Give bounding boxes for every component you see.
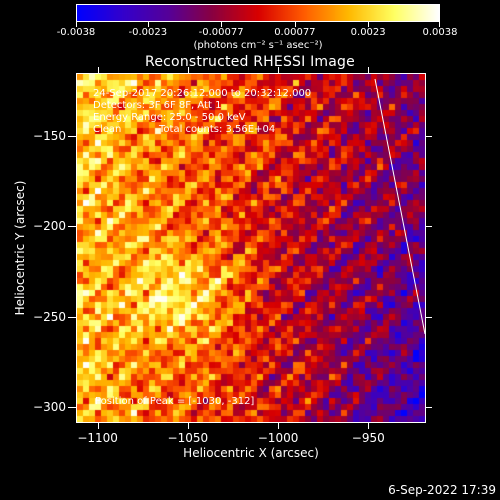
colorbar-tick-label: -0.0023 (128, 27, 168, 38)
x-tick-label: −950 (351, 431, 385, 445)
x-axis-tick (278, 423, 280, 429)
annotation-detectors: Detectors: 3F 6F 8F, Att 1 (93, 100, 222, 111)
image-plot-area: 24-Sep-2017 20:26:12.000 to 20:32:12.000… (76, 73, 426, 423)
colorbar-tick (147, 22, 149, 27)
footer-date: 6-Sep-2022 17:39 (388, 483, 496, 497)
y-axis-tick (426, 316, 432, 318)
y-tick-label: −150 (33, 129, 66, 144)
annotation-peak-position: Position of Peak = [-1030, -312] (95, 396, 255, 407)
colorbar-units: (photons cm⁻² s⁻¹ asec⁻²) (193, 40, 323, 51)
colorbar-tick (439, 22, 440, 27)
y-axis-tick (68, 406, 76, 408)
x-axis-tick (187, 423, 189, 429)
x-tick-label: −1050 (167, 431, 209, 445)
x-tick-label: −1100 (77, 431, 118, 445)
y-tick-label: −200 (33, 219, 66, 234)
x-axis-tick (368, 67, 370, 73)
solar-limb-line (374, 78, 425, 335)
x-axis-tick (97, 423, 99, 429)
x-axis-tick (278, 67, 280, 73)
y-axis-tick (68, 226, 76, 228)
y-tick-label: −250 (33, 309, 66, 324)
colorbar (76, 4, 440, 22)
x-axis-tick (187, 67, 189, 73)
colorbar-tick-label: -0.0038 (56, 27, 96, 38)
solar-limb-overlay (374, 78, 425, 335)
colorbar-tick (76, 22, 77, 27)
y-axis-tick (68, 136, 76, 138)
colorbar-tick-label: 0.0023 (350, 27, 386, 38)
y-axis-tick (426, 406, 432, 408)
x-axis-title: Heliocentric X (arcsec) (183, 446, 319, 460)
annotation-time-range: 24-Sep-2017 20:26:12.000 to 20:32:12.000 (93, 88, 312, 99)
y-axis-tick (426, 226, 432, 228)
x-axis-tick (97, 67, 99, 73)
annotation-energy-range: Energy Range: 25.0 - 50.0 keV (93, 112, 246, 123)
colorbar-tick-label: 0.00077 (274, 27, 316, 38)
x-axis-tick (368, 423, 370, 429)
y-tick-label: −300 (33, 399, 66, 414)
y-axis-title: Heliocentric Y (arcsec) (13, 180, 27, 316)
annotation-total-counts: Total counts: 3.56E+04 (159, 124, 276, 135)
y-axis-tick (426, 136, 432, 138)
x-tick-label: −1000 (257, 431, 299, 445)
colorbar-tick (221, 22, 223, 27)
reconstructed-image (77, 74, 425, 422)
annotation-method: Clean (93, 124, 122, 135)
plot-title: Reconstructed RHESSI Image (145, 54, 355, 70)
colorbar-tick-label: -0.00077 (198, 27, 244, 38)
y-axis-tick (68, 316, 76, 318)
colorbar-tick-label: 0.0038 (422, 27, 458, 38)
colorbar-tick (368, 22, 370, 27)
colorbar-tick (294, 22, 296, 27)
